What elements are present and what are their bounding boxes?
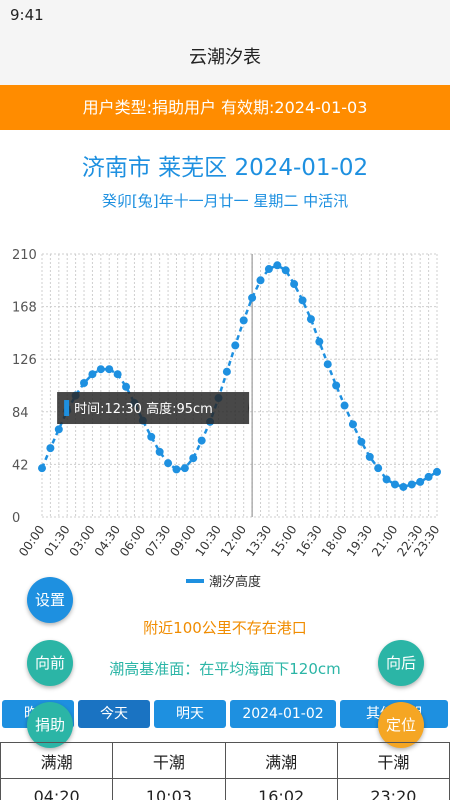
x-tick-label: 15:00: [268, 523, 299, 559]
data-point: [290, 280, 299, 289]
locate-button[interactable]: 定位: [378, 702, 424, 748]
data-point: [365, 452, 374, 461]
data-point: [113, 370, 122, 379]
data-point: [407, 480, 416, 489]
x-tick-label: 03:00: [67, 523, 98, 559]
data-point: [197, 436, 206, 445]
tide-type-4: 干潮: [336, 742, 450, 779]
data-point: [147, 432, 156, 441]
app-title: 云潮汐表: [0, 30, 450, 85]
data-point: [239, 316, 248, 325]
tide-type-1: 满潮: [0, 742, 114, 779]
x-tick-label: 21:00: [369, 523, 400, 559]
data-point: [122, 382, 131, 391]
data-point: [315, 337, 324, 346]
tide-chart[interactable]: 0428412616821000:0001:3003:0004:3006:000…: [0, 240, 450, 595]
data-point: [180, 464, 189, 473]
tide-type-2: 干潮: [112, 742, 226, 779]
tide-type-3: 满潮: [224, 742, 338, 779]
data-point: [96, 365, 105, 374]
data-point: [88, 370, 97, 379]
data-point: [306, 315, 315, 324]
tab-today[interactable]: 今天: [78, 700, 150, 728]
x-tick-label: 06:00: [117, 523, 148, 559]
tooltip-box: [57, 392, 250, 425]
data-point: [340, 401, 349, 410]
x-tick-label: 00:00: [16, 523, 47, 559]
data-point: [164, 459, 173, 468]
x-tick-label: 19:30: [344, 523, 375, 559]
x-tick-label: 09:00: [167, 523, 198, 559]
prev-day-button[interactable]: 向前: [27, 640, 73, 686]
next-day-button[interactable]: 向后: [378, 640, 424, 686]
x-tick-label: 16:30: [293, 523, 324, 559]
settings-button[interactable]: 设置: [27, 577, 73, 623]
data-point: [264, 265, 273, 274]
data-point: [155, 447, 164, 456]
tide-datum: 潮高基准面：在平均海面下120cm: [109, 660, 341, 678]
data-point: [424, 472, 433, 481]
tide-time-2: 10:03: [112, 778, 226, 800]
x-tick-label: 07:30: [142, 523, 173, 559]
data-point: [248, 293, 257, 302]
donate-button[interactable]: 捐助: [27, 702, 73, 748]
data-point: [80, 378, 89, 387]
data-point: [222, 367, 231, 376]
y-tick-label: 42: [12, 458, 29, 473]
x-tick-label: 04:30: [92, 523, 123, 559]
tooltip-arrow: [248, 402, 250, 415]
data-point: [54, 425, 63, 434]
x-tick-label: 01:30: [41, 523, 72, 559]
data-point: [256, 276, 265, 285]
tooltip-text: 时间:12:30 高度:95cm: [74, 401, 213, 417]
data-point: [189, 454, 198, 463]
data-point: [281, 266, 290, 275]
legend-swatch: [186, 579, 204, 583]
y-tick-label: 84: [12, 406, 29, 421]
location-date-title: 济南市 莱芜区 2024-01-02: [81, 155, 369, 181]
data-point: [399, 482, 408, 491]
status-bar: 9:41: [0, 0, 450, 30]
y-tick-label: 168: [12, 301, 37, 316]
tab-tomorrow[interactable]: 明天: [154, 700, 226, 728]
x-tick-label: 13:30: [243, 523, 274, 559]
tooltip-marker: [64, 400, 70, 417]
data-point: [382, 475, 391, 484]
data-point: [172, 465, 181, 474]
data-point: [332, 381, 341, 390]
x-tick-label: 12:00: [218, 523, 249, 559]
membership-banner: 用户类型:捐助用户 有效期:2024-01-03: [0, 85, 450, 130]
y-tick-label: 126: [12, 353, 37, 368]
lunar-info: 癸卯[兔]年十一月廿一 星期二 中活汛: [101, 192, 349, 210]
data-point: [348, 420, 357, 429]
tide-time-3: 16:02: [224, 778, 338, 800]
data-point: [357, 437, 366, 446]
x-tick-label: 10:30: [193, 523, 224, 559]
data-point: [374, 464, 383, 473]
data-point: [231, 341, 240, 350]
y-tick-label: 0: [12, 511, 20, 526]
data-point: [390, 480, 399, 489]
port-notice: 附近100公里不存在港口: [143, 619, 307, 637]
data-point: [105, 365, 114, 374]
tide-table: 满潮 干潮 满潮 干潮 04:20 10:03 16:02 23:20: [0, 742, 450, 800]
x-tick-label: 18:00: [319, 523, 350, 559]
status-time: 9:41: [10, 6, 44, 24]
data-point: [298, 296, 307, 305]
data-point: [46, 444, 55, 453]
legend-label: 潮汐高度: [209, 574, 261, 590]
data-point: [323, 360, 332, 369]
data-point: [416, 477, 425, 486]
y-tick-label: 210: [12, 248, 37, 263]
tab-selected-date[interactable]: 2024-01-02: [230, 700, 336, 728]
tide-time-4: 23:20: [336, 778, 450, 800]
data-point: [273, 261, 282, 270]
data-point: [38, 464, 46, 473]
data-point: [433, 467, 441, 476]
tide-time-1: 04:20: [0, 778, 114, 800]
